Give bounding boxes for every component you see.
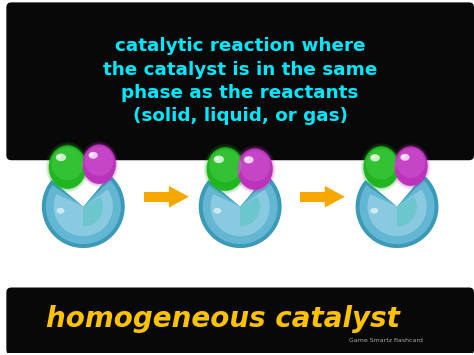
Ellipse shape <box>364 146 399 188</box>
Ellipse shape <box>394 146 428 186</box>
Polygon shape <box>169 186 189 208</box>
Polygon shape <box>46 180 121 244</box>
Ellipse shape <box>362 145 401 190</box>
Text: homogeneous catalyst: homogeneous catalyst <box>46 305 401 333</box>
Ellipse shape <box>370 154 380 162</box>
Text: catalytic reaction where
the catalyst is in the same
phase as the reactants
(sol: catalytic reaction where the catalyst is… <box>103 37 377 125</box>
Ellipse shape <box>49 146 86 189</box>
Ellipse shape <box>366 148 396 180</box>
Polygon shape <box>42 175 125 248</box>
Polygon shape <box>325 186 345 208</box>
Bar <box>145 192 169 202</box>
FancyBboxPatch shape <box>6 288 474 355</box>
Ellipse shape <box>237 148 273 190</box>
Ellipse shape <box>235 145 275 193</box>
Polygon shape <box>83 197 103 226</box>
Ellipse shape <box>85 146 113 176</box>
Ellipse shape <box>210 149 241 182</box>
Polygon shape <box>356 175 438 248</box>
Ellipse shape <box>401 154 410 161</box>
Ellipse shape <box>47 144 88 191</box>
Ellipse shape <box>82 144 117 185</box>
Text: Game Smartz flashcard: Game Smartz flashcard <box>349 338 423 343</box>
Polygon shape <box>210 190 270 236</box>
Ellipse shape <box>236 147 274 191</box>
Ellipse shape <box>213 208 221 214</box>
Ellipse shape <box>48 145 87 190</box>
Ellipse shape <box>215 157 219 160</box>
Ellipse shape <box>204 144 247 194</box>
Ellipse shape <box>245 157 249 160</box>
Ellipse shape <box>56 154 66 161</box>
Ellipse shape <box>370 208 378 214</box>
Ellipse shape <box>82 144 116 184</box>
Ellipse shape <box>46 142 89 192</box>
Ellipse shape <box>214 155 224 163</box>
Ellipse shape <box>81 143 117 186</box>
Ellipse shape <box>392 143 430 189</box>
Ellipse shape <box>89 152 98 159</box>
Ellipse shape <box>372 155 375 158</box>
Polygon shape <box>203 180 278 244</box>
Ellipse shape <box>90 153 93 156</box>
Ellipse shape <box>240 151 270 181</box>
Ellipse shape <box>397 148 425 178</box>
Ellipse shape <box>237 148 273 190</box>
Ellipse shape <box>361 143 401 191</box>
FancyBboxPatch shape <box>6 2 474 160</box>
Ellipse shape <box>56 208 64 214</box>
Polygon shape <box>199 175 282 248</box>
Bar <box>301 192 325 202</box>
Ellipse shape <box>80 142 118 187</box>
Polygon shape <box>360 180 435 244</box>
Ellipse shape <box>52 148 83 180</box>
Polygon shape <box>54 190 113 236</box>
Polygon shape <box>397 197 417 226</box>
Polygon shape <box>240 197 260 226</box>
Ellipse shape <box>393 145 429 187</box>
Ellipse shape <box>207 147 244 191</box>
Ellipse shape <box>206 147 245 191</box>
Ellipse shape <box>363 146 400 189</box>
Polygon shape <box>367 190 427 236</box>
Ellipse shape <box>244 156 254 163</box>
Ellipse shape <box>205 146 246 192</box>
Ellipse shape <box>401 155 405 158</box>
Ellipse shape <box>57 155 61 158</box>
Ellipse shape <box>393 146 428 186</box>
